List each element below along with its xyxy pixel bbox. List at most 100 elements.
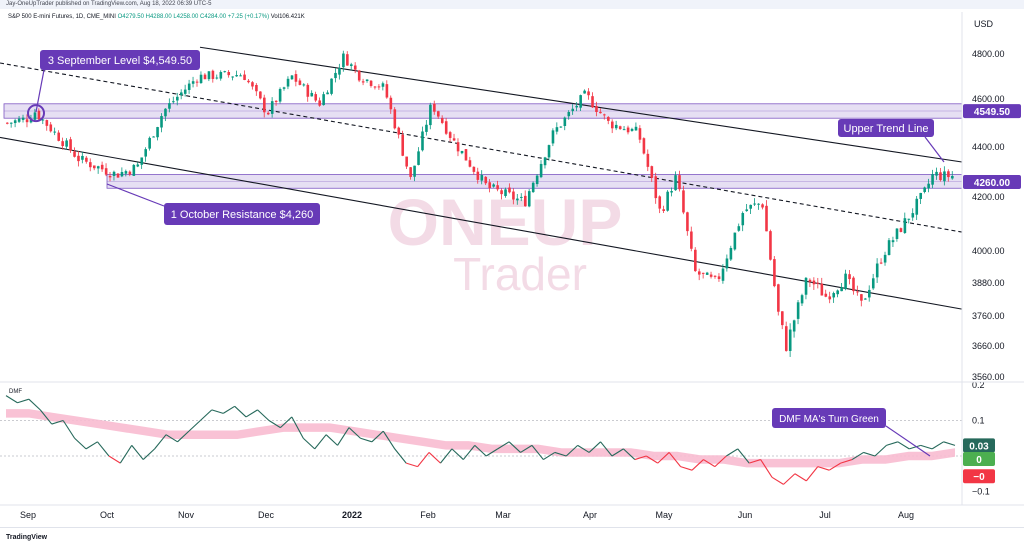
time-tick-label: Jul	[819, 510, 831, 520]
candle-body	[294, 74, 298, 82]
candle-body	[148, 137, 151, 149]
price-tick-label: 4600.00	[972, 94, 1005, 104]
trend-line-middle[interactable]	[0, 62, 963, 233]
callout-text: Upper Trend Line	[844, 123, 929, 135]
dmf-line-segment	[771, 476, 784, 485]
candle-body	[832, 293, 836, 298]
candle-body	[120, 172, 124, 177]
dmf-line-segment	[337, 427, 350, 446]
candle-body	[690, 231, 693, 249]
volume-value: Vol106.421K	[270, 14, 305, 20]
candle-body	[852, 277, 855, 292]
dmf-line-segment	[909, 444, 921, 450]
dmf-line-segment	[714, 455, 727, 468]
candle-body	[306, 84, 310, 97]
candle-body	[610, 121, 614, 129]
candle-body	[891, 240, 895, 243]
time-tick-label: May	[655, 510, 673, 520]
candle-body	[579, 95, 582, 108]
candle-body	[701, 272, 705, 274]
candle-body	[211, 70, 215, 79]
candle-body	[9, 122, 13, 124]
candle-body	[951, 175, 954, 179]
candle-body	[927, 183, 930, 189]
candle-body	[104, 168, 108, 175]
candle-body	[187, 83, 191, 90]
candle-body	[25, 119, 29, 123]
candle-body	[152, 136, 155, 138]
candle-body	[820, 283, 824, 296]
candle-body	[92, 165, 96, 169]
candle-body	[57, 132, 61, 141]
candle-body	[642, 138, 646, 154]
candle-body	[777, 284, 780, 312]
dmf-tick-label: 0.2	[972, 380, 985, 390]
candle-body	[729, 247, 733, 260]
candle-body	[425, 124, 428, 132]
dmf-line-segment	[245, 409, 258, 418]
candle-body	[500, 190, 503, 195]
candle-body	[836, 290, 839, 295]
tradingview-footer: TradingView	[0, 527, 1024, 548]
candle-body	[219, 72, 223, 79]
dmf-line-segment	[108, 455, 121, 464]
candle-body	[864, 298, 867, 300]
dmf-line-segment	[794, 473, 807, 482]
callout-box[interactable]	[164, 203, 320, 225]
candle-body	[603, 114, 606, 116]
dmf-value-badge	[963, 438, 995, 453]
dmf-line-segment	[131, 445, 144, 460]
candle-body	[314, 94, 318, 101]
candle-body	[887, 240, 891, 256]
candle-body	[45, 120, 49, 126]
candle-body	[745, 209, 749, 212]
publisher-bar: Jay-OneUpTrader published on TradingView…	[0, 0, 1024, 9]
candle-body	[437, 111, 440, 117]
candle-body	[658, 196, 662, 209]
candle-body	[753, 203, 756, 205]
price-tick-label: 3760.00	[972, 311, 1005, 321]
dmf-line-segment	[177, 430, 190, 443]
candle-body	[543, 157, 547, 166]
candle-body	[591, 96, 594, 108]
symbol-legend[interactable]: S&P 500 E-mini Futures, 1D, CME_MINI O42…	[8, 14, 305, 20]
dmf-line-segment	[394, 448, 407, 464]
dmf-line-segment	[51, 419, 64, 425]
dmf-line-segment	[645, 455, 659, 464]
callout-pointer	[885, 425, 931, 457]
dmf-pane-title: DMF	[9, 389, 22, 395]
price-chart[interactable]: ONEUP Trader 4800.00 4600.00 4400.00 4200.0…	[0, 0, 1024, 527]
price-tick-label: 4200.00	[972, 192, 1005, 202]
candle-body	[361, 81, 365, 83]
candle-body	[81, 155, 84, 160]
dmf-value-badge-label: 0.03	[969, 441, 989, 452]
candle-body	[203, 74, 207, 80]
candle-body	[334, 72, 337, 79]
price-tick-label: 4000.00	[972, 246, 1005, 256]
callout-box[interactable]	[838, 119, 934, 137]
candle-body	[322, 94, 325, 106]
dmf-line-segment	[348, 427, 361, 439]
trend-line-lower[interactable]	[0, 136, 963, 310]
candle-body	[136, 164, 140, 167]
dmf-line-segment	[565, 444, 579, 457]
callout-box[interactable]	[772, 408, 886, 428]
candle-body	[274, 100, 278, 102]
candle-body	[666, 191, 669, 211]
candle-body	[413, 165, 416, 177]
symbol-name[interactable]: S&P 500 E-mini Futures, 1D, CME_MINI	[8, 14, 116, 20]
dmf-line-segment	[623, 448, 636, 460]
candle-body	[172, 101, 175, 103]
dmf-tick-label: −0.1	[972, 487, 990, 497]
candle-body	[243, 74, 246, 81]
callout-box[interactable]	[40, 50, 200, 70]
callout-text: 1 October Resistance $4,260	[171, 209, 313, 221]
dmf-line-segment	[657, 452, 670, 464]
candle-body	[717, 276, 721, 279]
candle-body	[947, 171, 950, 178]
dmf-line-segment	[28, 398, 41, 411]
dmf-line-segment	[440, 448, 453, 464]
candle-body	[840, 287, 843, 292]
candle-body	[903, 218, 907, 234]
callout-pointer	[924, 136, 945, 163]
